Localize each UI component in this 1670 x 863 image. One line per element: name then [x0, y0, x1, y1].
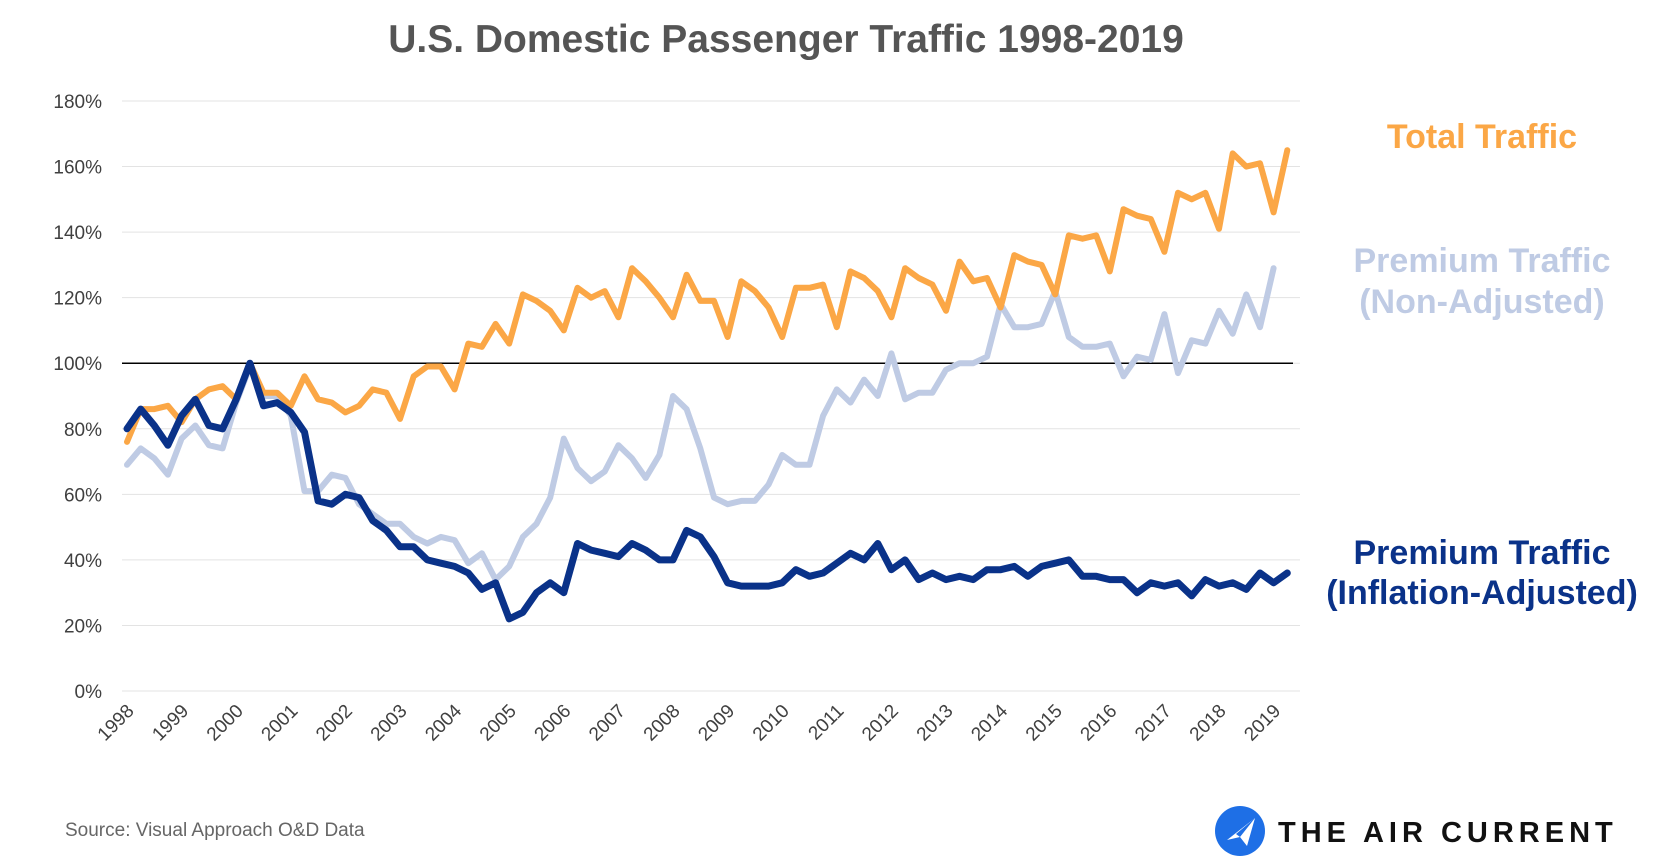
- x-tick-label: 2015: [1022, 701, 1067, 746]
- y-axis: 0% 20% 40% 60% 80% 100% 120% 140% 160% 180%: [53, 92, 102, 703]
- x-tick-label: 2014: [967, 700, 1012, 745]
- series-label: Premium Traffic: [1354, 534, 1611, 572]
- y-tick-label: 60%: [64, 485, 102, 506]
- y-tick-label: 20%: [64, 616, 102, 637]
- y-tick-label: 180%: [53, 92, 102, 113]
- x-tick-label: 2000: [203, 701, 248, 746]
- x-tick-label: 2019: [1240, 701, 1285, 746]
- series-line: [123, 359, 1291, 623]
- y-tick-label: 140%: [53, 223, 102, 244]
- x-tick-label: 1999: [148, 701, 193, 746]
- x-axis: 1998 1999 2000 2001 2002 2003 2004 2005 2006 2007…: [94, 700, 1285, 745]
- x-tick-label: 2011: [805, 701, 849, 745]
- y-tick-label: 40%: [64, 551, 102, 572]
- paper-plane-icon: [1215, 806, 1265, 856]
- paper-plane-shape: [1227, 818, 1255, 846]
- x-tick-label: 2006: [531, 701, 576, 746]
- y-tick-label: 120%: [53, 289, 102, 310]
- x-tick-label: 2009: [694, 701, 739, 746]
- series-label: Premium Traffic: [1354, 242, 1611, 280]
- y-tick-label: 100%: [53, 354, 102, 375]
- x-tick-label: 2007: [585, 701, 630, 746]
- y-tick-label: 0%: [75, 682, 103, 703]
- chart-title: U.S. Domestic Passenger Traffic 1998-201…: [388, 18, 1184, 61]
- brand-logo: THE AIR CURRENT: [1215, 806, 1618, 856]
- x-tick-label: 2001: [258, 701, 303, 746]
- brand-name: THE AIR CURRENT: [1278, 817, 1618, 849]
- x-tick-label: 2003: [367, 701, 412, 746]
- x-tick-label: 2004: [421, 700, 466, 745]
- x-tick-label: 1998: [94, 701, 139, 746]
- x-tick-label: 2013: [913, 701, 958, 746]
- series-label: Total Traffic: [1387, 118, 1577, 156]
- x-tick-label: 2017: [1131, 701, 1176, 746]
- gridlines: [122, 100, 1300, 692]
- series-line: [124, 147, 1291, 445]
- series-label: (Inflation-Adjusted): [1326, 574, 1638, 612]
- series-label: (Non-Adjusted): [1359, 283, 1605, 321]
- y-tick-label: 160%: [53, 158, 102, 179]
- x-tick-label: 2018: [1186, 701, 1231, 746]
- x-tick-label: 2002: [312, 701, 357, 746]
- source-note: Source: Visual Approach O&D Data: [65, 820, 365, 841]
- series-lines: [123, 147, 1291, 623]
- x-tick-label: 2012: [858, 701, 903, 746]
- x-tick-label: 2010: [749, 701, 794, 746]
- series-labels: Premium Traffic(Non-Adjusted)Total Traff…: [1326, 118, 1638, 612]
- x-tick-label: 2008: [640, 701, 685, 746]
- x-tick-label: 2016: [1077, 701, 1122, 746]
- x-tick-label: 2005: [476, 701, 521, 746]
- y-tick-label: 80%: [64, 420, 102, 441]
